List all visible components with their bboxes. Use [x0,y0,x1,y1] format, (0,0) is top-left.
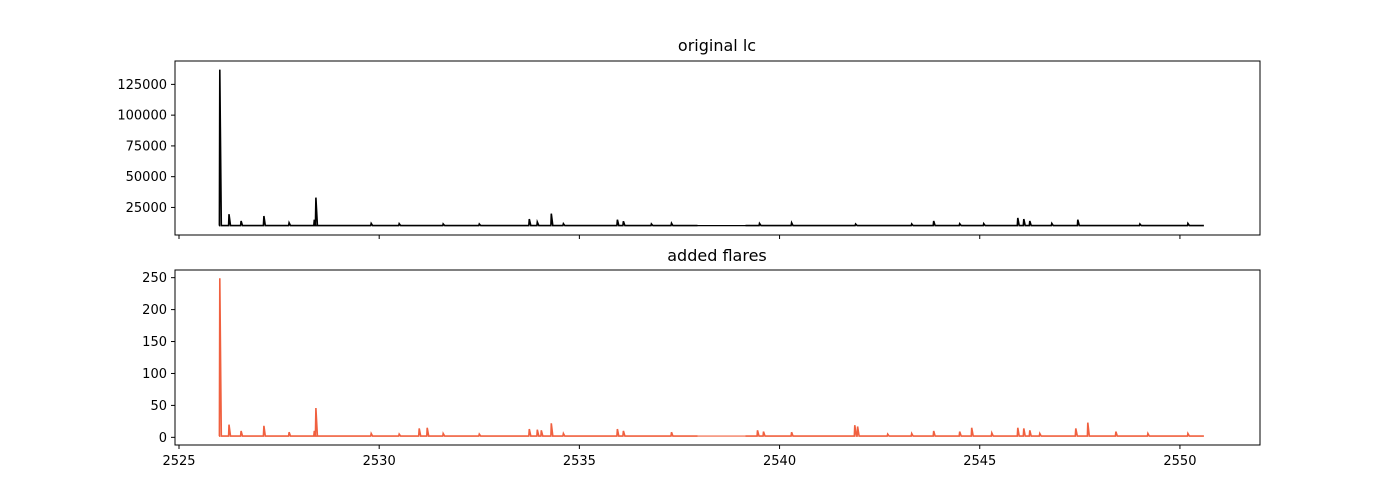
added-flares-series [218,278,1204,437]
original-lc-panel: original lc 25000 50000 75000 100000 125000 [117,36,1261,239]
added-flares-y-tick-label: 100 [142,367,167,382]
added-flares-x-tick-label: 2525 [162,454,195,469]
added-flares-panel: added flares 2525 2530 2535 2540 2545 2550 0 50… [142,246,1261,469]
original-lc-y-tick-label: 125000 [117,78,167,93]
original-lc-series [218,69,1204,227]
added-flares-y-tick-label: 50 [150,399,167,414]
added-flares-x-tick-label: 2550 [1163,454,1196,469]
added-flares-x-tick-label: 2530 [363,454,396,469]
added-flares-line-segment [218,278,698,437]
original-lc-y-tick-label: 50000 [126,170,167,185]
original-lc-line-segment [745,217,1204,227]
original-lc-title: original lc [678,36,756,55]
original-lc-line-segment [218,69,698,227]
added-flares-line-segment [745,422,1204,437]
added-flares-y-tick-label: 150 [142,335,167,350]
added-flares-axes: 2525 2530 2535 2540 2545 2550 0 50 100 150 200 250 [142,269,1261,469]
added-flares-title: added flares [667,246,767,265]
added-flares-x-tick-label: 2540 [763,454,796,469]
original-lc-axes-frame [174,60,1261,236]
added-flares-x-tick-label: 2535 [563,454,596,469]
original-lc-y-tick-label: 100000 [117,109,167,124]
added-flares-y-tick-label: 0 [159,431,167,446]
added-flares-axes-frame [174,269,1261,446]
added-flares-y-tick-label: 200 [142,303,167,318]
added-flares-y-tick-label: 250 [142,271,167,286]
added-flares-x-tick-label: 2545 [963,454,996,469]
original-lc-y-tick-label: 25000 [126,201,167,216]
original-lc-y-tick-label: 75000 [126,139,167,154]
original-lc-axes: 25000 50000 75000 100000 125000 [117,60,1261,239]
